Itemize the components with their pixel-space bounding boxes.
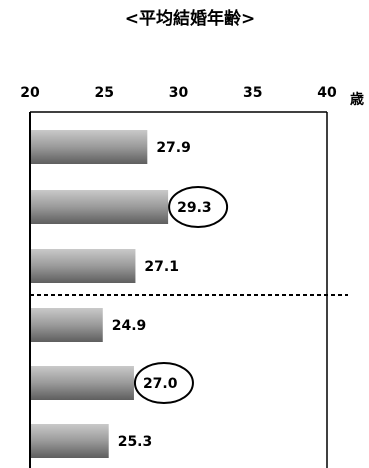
bar-value-label: 29.3 [177, 200, 212, 216]
bar [31, 249, 136, 283]
bar-value-label: 27.1 [144, 259, 179, 275]
x-tick-label: 30 [169, 85, 189, 101]
x-tick-label: 25 [95, 85, 114, 101]
bar [31, 308, 103, 342]
highlight-circle [168, 186, 229, 228]
bar [31, 190, 169, 224]
highlight-circle [133, 362, 194, 404]
bar [31, 424, 109, 458]
bar-value-label: 27.0 [143, 376, 178, 392]
bar [31, 130, 148, 164]
x-axis-tick-labels: 20 25 30 35 40 [20, 85, 337, 101]
x-tick-label: 40 [317, 85, 337, 101]
x-axis-unit: 歳 [350, 91, 364, 108]
bars-group: 27.9 29.3 27.1 24.9 27.0 25.3 [31, 130, 229, 458]
bar [31, 366, 134, 400]
x-tick-label: 20 [20, 85, 40, 101]
bar-value-label: 25.3 [118, 434, 153, 450]
chart-title: <平均結婚年齢> [125, 8, 256, 29]
bar-value-label: 27.9 [156, 140, 191, 156]
bar-value-label: 24.9 [112, 318, 147, 334]
x-tick-label: 35 [243, 85, 262, 101]
